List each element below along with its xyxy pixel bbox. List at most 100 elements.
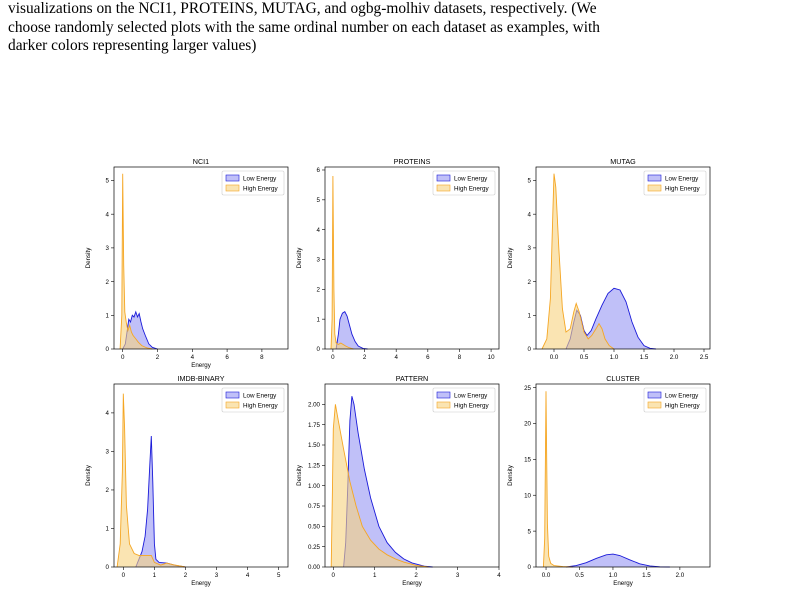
y-tick-label: 1.25	[308, 463, 321, 470]
high-energy-line	[330, 175, 354, 350]
y-tick-label: 6	[317, 167, 321, 174]
y-axis-label: Density	[296, 247, 303, 269]
high-energy-area	[331, 176, 354, 349]
x-tick-label: 1.0	[610, 354, 619, 361]
x-tick-label: 0.5	[580, 354, 589, 361]
chart-title: MUTAG	[610, 157, 636, 166]
x-axis-label: Energy	[402, 580, 423, 587]
x-tick-label: 6	[426, 354, 430, 361]
high-energy-line	[119, 173, 153, 350]
plot-frame	[535, 383, 711, 568]
chart-panel: 0 2 4 6 8 0 1 2 3 4 5 NCI1 Energy Density Low Energy Hi…	[85, 157, 289, 369]
y-axis-label: Density	[85, 247, 92, 269]
low-energy-legend-swatch	[647, 391, 662, 399]
low-energy-area	[343, 396, 433, 567]
y-tick-label: 1	[106, 526, 110, 533]
y-tick-label: 5	[106, 178, 110, 185]
low-energy-area	[566, 554, 670, 567]
chart-panel: 0 1 2 3 4 0.00 0.25 0.50 0.75 1.00 1.25 1.50 1.75 2.0…	[296, 374, 501, 587]
plot-frame	[324, 383, 500, 568]
chart-legend: Low Energy High Energy	[643, 170, 707, 196]
x-tick-label: 0.0	[550, 354, 559, 361]
y-tick-label: 2.00	[308, 402, 321, 409]
x-tick-label: 2	[363, 354, 367, 361]
y-axis-label: Density	[507, 464, 514, 486]
legend-label: High Energy	[454, 402, 490, 409]
low-energy-line	[135, 435, 186, 568]
high-energy-legend-swatch	[436, 184, 451, 192]
chart-legend: Low Energy High Energy	[432, 170, 496, 196]
low-energy-area	[336, 311, 368, 349]
y-tick-label: 2	[106, 487, 110, 494]
y-tick-label: 0.25	[308, 544, 321, 551]
x-tick-label: 1	[153, 572, 157, 579]
chart-legend: Low Energy High Energy	[432, 387, 496, 413]
low-energy-legend-swatch	[225, 174, 240, 182]
high-energy-legend-swatch	[647, 401, 662, 409]
y-tick-label: 15	[524, 457, 531, 464]
y-tick-label: 5	[528, 178, 532, 185]
x-tick-label: 4	[497, 572, 501, 579]
y-tick-label: 4	[106, 211, 110, 218]
y-tick-label: 25	[524, 385, 531, 392]
x-tick-label: 8	[260, 354, 264, 361]
y-tick-label: 0	[106, 564, 110, 571]
x-tick-label: 8	[458, 354, 462, 361]
chart-legend: Low Energy High Energy	[221, 387, 285, 413]
x-tick-label: 2	[156, 354, 160, 361]
y-tick-label: 2	[528, 279, 532, 286]
x-tick-label: 1.5	[640, 354, 649, 361]
high-energy-area	[542, 173, 614, 349]
low-energy-area	[135, 436, 186, 567]
high-energy-legend-swatch	[647, 184, 662, 192]
plot-frame	[113, 383, 289, 568]
y-tick-label: 4	[106, 410, 110, 417]
x-tick-label: 0.0	[542, 572, 551, 579]
x-tick-label: 10	[488, 354, 495, 361]
y-tick-label: 4	[528, 211, 532, 218]
high-energy-legend-swatch	[225, 401, 240, 409]
y-tick-label: 1	[528, 312, 532, 319]
y-tick-label: 5	[528, 528, 532, 535]
chart-panel: 0.0 0.5 1.0 1.5 2.0 2.5 0 1 2 3 4 5 MUTAG Density Low …	[507, 157, 711, 361]
y-axis-label: Density	[296, 464, 303, 486]
low-energy-legend-swatch	[225, 391, 240, 399]
y-tick-label: 0.50	[308, 524, 321, 531]
high-energy-area	[120, 173, 153, 349]
chart-panel: 0.0 0.5 1.0 1.5 2.0 0 5 10 15 20 25 CLUSTER Energy De…	[507, 374, 711, 587]
y-tick-label: 1	[106, 312, 110, 319]
y-axis-label: Density	[507, 247, 514, 269]
caption-line: visualizations on the NCI1, PROTEINS, MU…	[8, 0, 597, 17]
x-tick-label: 2.0	[676, 572, 685, 579]
low-energy-line	[343, 396, 433, 568]
high-energy-area	[543, 391, 573, 567]
x-axis-label: Energy	[613, 580, 634, 587]
x-tick-label: 3	[215, 572, 219, 579]
y-tick-label: 1.75	[308, 422, 321, 429]
x-tick-label: 4	[191, 354, 195, 361]
chart-panel: 0 2 4 6 8 10 0 1 2 3 4 5 6 PROTEINS Density Low Energy H…	[296, 157, 500, 361]
y-tick-label: 0	[528, 564, 532, 571]
legend-label: Low Energy	[454, 175, 488, 182]
y-axis-label: Density	[85, 464, 92, 486]
figure-caption: visualizations on the NCI1, PROTEINS, MU…	[8, 0, 800, 56]
x-tick-label: 1.0	[609, 572, 618, 579]
x-axis-label: Energy	[191, 580, 212, 587]
chart-title: PATTERN	[396, 374, 428, 383]
x-tick-label: 1	[373, 572, 377, 579]
x-tick-label: 0	[122, 572, 126, 579]
y-tick-label: 1.00	[308, 483, 321, 490]
y-tick-label: 3	[528, 245, 532, 252]
legend-label: Low Energy	[665, 392, 699, 399]
chart-title: CLUSTER	[606, 374, 640, 383]
high-energy-line	[542, 391, 573, 568]
chart-legend: Low Energy High Energy	[221, 170, 285, 196]
y-tick-label: 4	[317, 227, 321, 234]
y-tick-label: 0	[106, 346, 110, 353]
x-tick-label: 5	[277, 572, 281, 579]
chart-title: NCI1	[193, 157, 209, 166]
high-energy-line	[116, 393, 186, 568]
x-tick-label: 0	[332, 572, 336, 579]
y-tick-label: 0	[317, 346, 321, 353]
